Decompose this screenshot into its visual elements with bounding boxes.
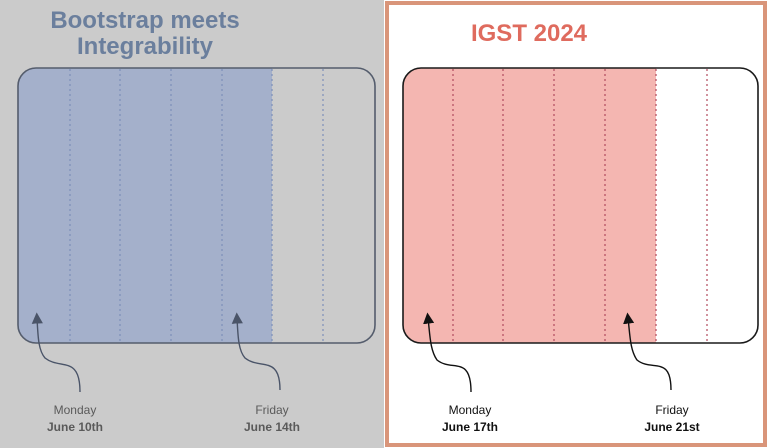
right-end-arrow-icon [623,312,672,391]
left-start-arrow-icon [31,312,81,393]
left-start-date: June 10th [46,420,103,434]
right-panel-title: IGST 2024 [470,20,588,47]
right-start-day: Monday [448,403,492,417]
left-panel-title: Bootstrap meets Integrability [0,8,290,60]
right-start-date: June 17th [441,420,498,434]
right-end-date: June 21st [644,420,700,434]
left-end-day: Friday [255,403,289,417]
right-highlight-fill [403,68,656,343]
left-week-box [17,67,376,344]
left-title-line2: Integrability [76,33,214,60]
left-start-label: Monday June 10th [15,402,135,436]
left-end-arrow-icon [231,312,281,391]
right-week-box [402,67,759,344]
left-end-date: June 14th [243,420,300,434]
left-title-line1: Bootstrap meets [50,7,240,34]
left-end-label: Friday June 14th [212,402,332,436]
right-end-label: Friday June 21st [612,402,732,436]
right-start-label: Monday June 17th [410,402,530,436]
left-start-day: Monday [53,403,97,417]
right-start-arrow-icon [423,312,472,393]
left-highlight-fill [18,68,272,343]
right-end-day: Friday [655,403,689,417]
